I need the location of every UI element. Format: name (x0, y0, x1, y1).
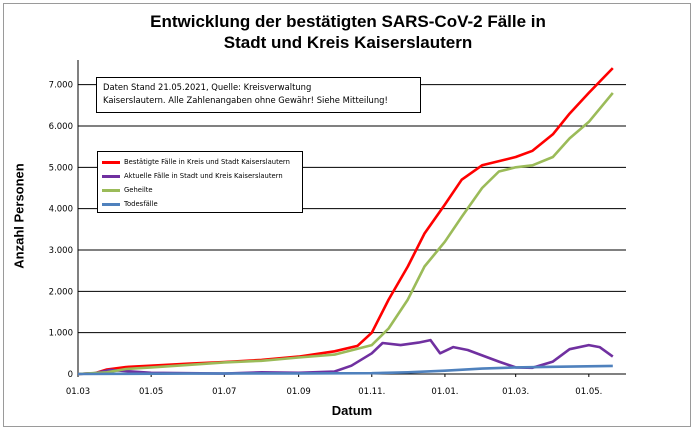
legend-item-deaths: Todesfälle (102, 197, 298, 211)
y-tick-label: 3.000 (49, 246, 73, 256)
legend-label: Aktuelle Fälle in Stadt und Kreis Kaiser… (124, 172, 283, 180)
y-tick-label: 5.000 (49, 163, 73, 173)
chart-title-line-1: Entwicklung der bestätigten SARS-CoV-2 F… (150, 12, 546, 31)
y-tick-label: 0 (68, 370, 73, 380)
legend-swatch (102, 202, 120, 206)
y-tick-label: 7.000 (49, 81, 73, 91)
legend-swatch (102, 174, 120, 178)
x-tick-label: 01.03. (502, 387, 529, 397)
chart-title-line-2: Stadt und Kreis Kaiserslautern (223, 33, 473, 52)
series-lines (77, 67, 614, 376)
x-tick-label: 01.05. (575, 387, 602, 397)
x-axis-label: Datum (331, 403, 373, 418)
legend-item-recovered: Geheilte (102, 183, 298, 197)
y-tick-label: 1.000 (49, 329, 73, 339)
note-line-1: Daten Stand 21.05.2021, Quelle: Kreisver… (103, 82, 312, 92)
x-tick-label: 01.05 (139, 387, 163, 397)
legend-label: Geheilte (124, 186, 153, 194)
x-tick-label: 01.09 (286, 387, 310, 397)
x-tick-label: 01.01. (431, 387, 458, 397)
series-line-active (77, 338, 614, 376)
series-line-deaths (77, 364, 613, 376)
y-tick-label: 2.000 (49, 287, 73, 297)
x-tick-label: 01.11. (358, 387, 385, 397)
legend-label: Todesfälle (124, 200, 158, 208)
chart-frame (3, 3, 691, 427)
y-tick-label: 6.000 (49, 122, 73, 132)
x-tick-label: 01.07 (212, 387, 236, 397)
y-axis-ticks: 0 1.000 2.000 3.000 4.000 5.000 6.000 7.000 (49, 81, 73, 380)
x-axis-ticks: 01.03 01.05 01.07 01.09 01.11. 01.01. 01.03. 01… (66, 374, 602, 397)
y-tick-label: 4.000 (49, 205, 73, 215)
legend-label: Bestätigte Fälle in Kreis und Stadt Kais… (124, 158, 290, 166)
legend-item-active: Aktuelle Fälle in Stadt und Kreis Kaiser… (102, 169, 298, 183)
legend-swatch (102, 160, 120, 164)
x-tick-label: 01.03 (66, 387, 90, 397)
chart-legend: Bestätigte Fälle in Kreis und Stadt Kais… (97, 151, 303, 213)
data-source-note: Daten Stand 21.05.2021, Quelle: Kreisver… (96, 77, 421, 113)
legend-item-confirmed: Bestätigte Fälle in Kreis und Stadt Kais… (102, 155, 298, 169)
series-line-confirmed (77, 67, 614, 376)
note-line-2: Kaiserslautern. Alle Zahlenangaben ohne … (103, 95, 388, 105)
series-line-recovered (77, 92, 614, 376)
legend-swatch (102, 188, 120, 192)
